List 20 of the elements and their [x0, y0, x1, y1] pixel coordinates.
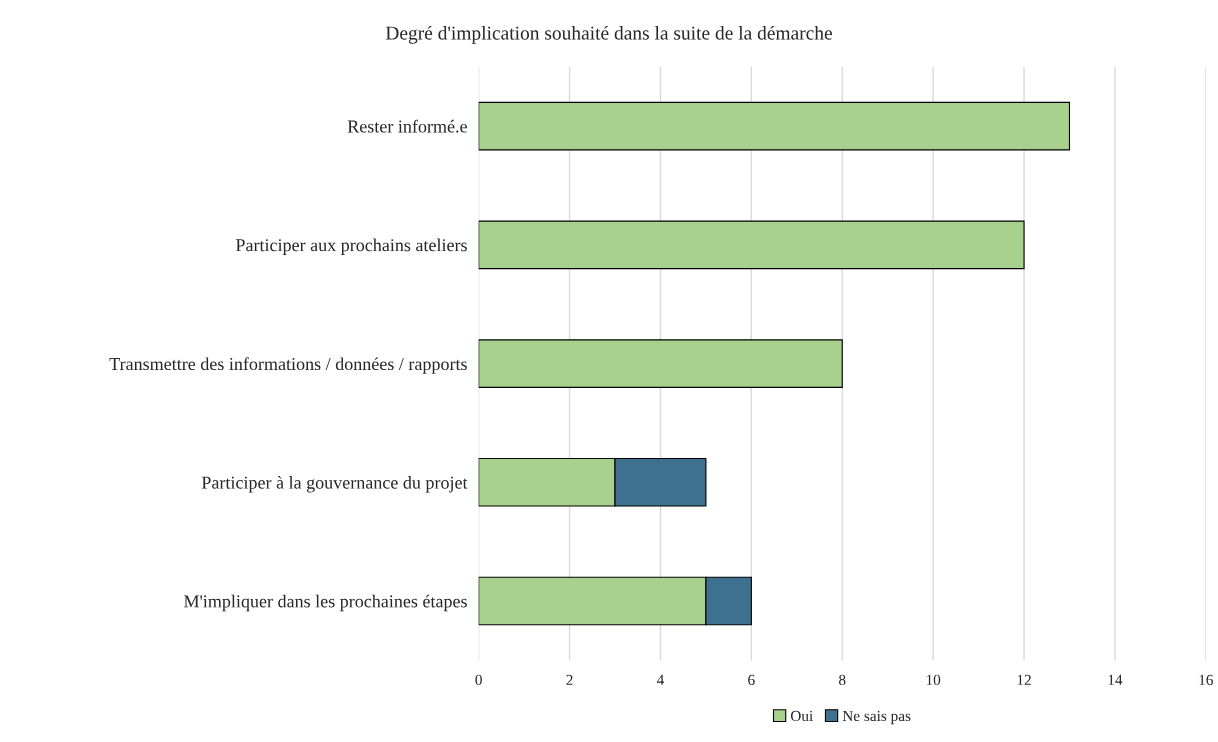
x-tick-label: 0 [475, 674, 482, 686]
x-tick-label: 6 [748, 674, 755, 686]
legend-label: Ne sais pas [842, 710, 911, 725]
y-tick-label: Participer à la gouvernance du projet [201, 476, 468, 493]
bar [478, 339, 843, 388]
y-tick-label: Rester informé.e [347, 119, 467, 133]
bar [478, 220, 1025, 270]
x-tick-label: 8 [839, 674, 846, 686]
x-tick-label: 12 [1017, 674, 1031, 685]
chart-title: Degré d'implication souhaité dans la suite de la démarche [385, 25, 832, 44]
x-tick-label: 16 [1199, 674, 1213, 686]
x-tick-label: 10 [926, 674, 941, 686]
x-tick-label: 2 [566, 674, 573, 685]
x-tick-label: 4 [656, 674, 665, 685]
y-tick-label: M'impliquer dans les prochaines étapes [184, 594, 467, 612]
y-tick-label: Participer aux prochains ateliers [235, 238, 467, 255]
bar [478, 101, 1071, 151]
x-tick-label: 14 [1108, 674, 1123, 685]
y-tick-label: Transmettre des informations / données / rapports [109, 357, 467, 374]
legend-label: Oui [790, 710, 813, 722]
